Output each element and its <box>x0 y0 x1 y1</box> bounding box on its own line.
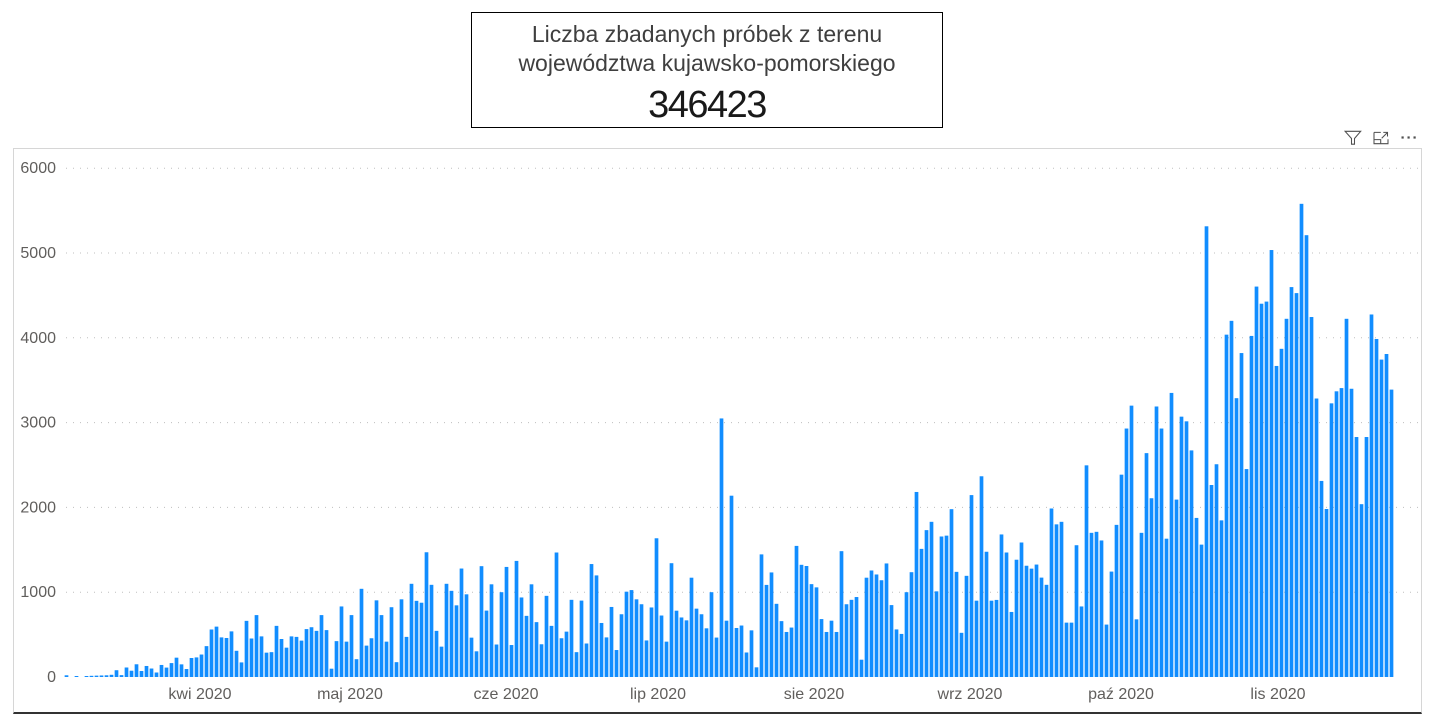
svg-text:paź 2020: paź 2020 <box>1088 686 1154 703</box>
svg-text:lis 2020: lis 2020 <box>1250 686 1305 703</box>
svg-text:sie 2020: sie 2020 <box>784 686 845 703</box>
svg-text:maj 2020: maj 2020 <box>317 686 383 703</box>
svg-text:0: 0 <box>47 669 56 686</box>
svg-text:1000: 1000 <box>20 584 56 601</box>
svg-text:3000: 3000 <box>20 415 56 432</box>
svg-text:lip 2020: lip 2020 <box>630 686 686 703</box>
svg-text:cze 2020: cze 2020 <box>474 686 539 703</box>
svg-text:4000: 4000 <box>20 330 56 347</box>
svg-text:5000: 5000 <box>20 245 56 262</box>
svg-text:6000: 6000 <box>20 160 56 177</box>
svg-text:2000: 2000 <box>20 499 56 516</box>
svg-text:kwi 2020: kwi 2020 <box>168 686 231 703</box>
svg-text:wrz 2020: wrz 2020 <box>937 686 1003 703</box>
